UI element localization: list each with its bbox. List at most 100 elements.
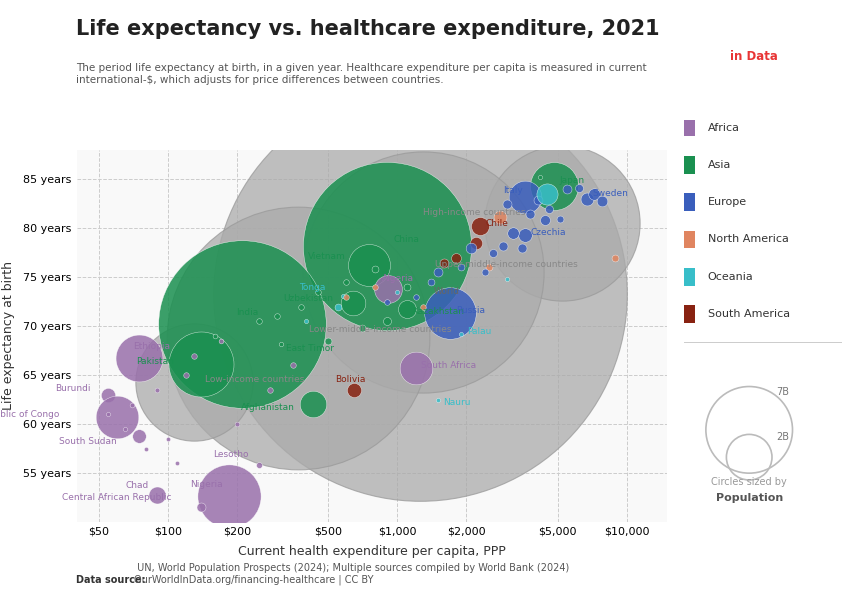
Text: World: World [434,287,460,296]
Point [416,302,430,311]
Point [496,241,510,251]
Point [455,329,468,339]
Point [431,395,445,404]
Text: Bolivia: Bolivia [335,374,366,383]
Point [431,268,445,277]
Point [252,317,266,326]
Point [101,410,115,419]
Text: Uzbekistan: Uzbekistan [283,295,333,304]
Text: Chile: Chile [486,220,509,229]
Text: Italy: Italy [503,186,523,195]
Point [235,319,248,329]
Point [214,336,228,346]
Text: Data source:: Data source: [76,575,146,585]
FancyBboxPatch shape [684,156,695,173]
Text: Algeria: Algeria [382,274,415,283]
Text: Ethiopia: Ethiopia [133,342,171,351]
Point [609,253,622,262]
Text: Our World: Our World [721,28,788,41]
Text: The period life expectancy at birth, in a given year. Healthcare expenditure per: The period life expectancy at birth, in … [76,63,647,85]
Point [126,400,139,409]
FancyBboxPatch shape [684,119,695,136]
Point [292,333,305,343]
Text: Oceania: Oceania [708,272,754,282]
Point [171,458,184,468]
Point [368,282,382,292]
Point [133,353,146,362]
Point [580,194,593,204]
Text: Upper-middle-income countries: Upper-middle-income countries [434,260,577,269]
Point [416,268,430,277]
Point [380,297,394,307]
Point [133,431,146,440]
Point [230,419,244,429]
Text: South Sudan: South Sudan [59,437,116,446]
Text: High-income countries: High-income countries [422,208,525,217]
Point [118,424,132,434]
Point [478,268,491,277]
Point [409,292,422,302]
Point [473,221,487,231]
Text: Tonga: Tonga [298,283,325,292]
Point [400,304,414,313]
Point [455,263,468,272]
Text: Circles sized by: Circles sized by [711,476,787,487]
Text: India: India [236,308,258,317]
Point [110,412,124,422]
Point [464,243,478,253]
Point [252,460,266,470]
Point [274,339,287,349]
Point [515,243,529,253]
Point [368,265,382,274]
Point [524,209,537,218]
Point [572,184,586,193]
Point [321,336,335,346]
Point [587,189,601,199]
Point [340,292,354,302]
Text: Afghanistan: Afghanistan [241,403,295,412]
Point [482,263,496,272]
FancyBboxPatch shape [684,268,695,286]
Text: Kazakhstan: Kazakhstan [412,307,464,316]
Text: North America: North America [708,235,789,244]
Y-axis label: Life expectancy at birth: Life expectancy at birth [2,262,15,410]
Text: Burundi: Burundi [55,383,91,392]
Point [270,311,284,321]
Point [547,181,560,191]
Point [337,291,350,301]
Point [534,173,547,182]
Point [187,377,201,387]
Point [555,218,569,228]
Point [595,196,609,206]
Point [208,331,222,341]
Point [187,351,201,361]
Text: Central African Republic: Central African Republic [63,493,172,502]
Text: Lesotho: Lesotho [213,450,249,459]
Point [485,248,499,257]
Point [518,230,532,240]
Point [542,204,556,214]
Point [340,277,354,287]
Point [101,390,115,400]
Text: China: China [394,235,420,244]
Point [413,289,427,299]
Point [264,385,277,395]
Text: Africa: Africa [708,122,740,133]
Point [380,241,394,251]
Point [507,229,520,238]
Point [400,282,414,292]
Point [294,302,308,311]
Text: South America: South America [708,309,790,319]
Point [223,491,236,500]
Point [552,214,566,223]
Text: Palau: Palau [467,327,491,336]
Text: Europe: Europe [708,197,747,207]
Point [331,302,344,311]
Point [179,370,193,380]
Point [161,434,174,443]
Point [449,253,462,262]
Point [139,444,152,454]
Point [409,364,422,373]
Point [538,215,552,225]
Point [355,323,369,333]
